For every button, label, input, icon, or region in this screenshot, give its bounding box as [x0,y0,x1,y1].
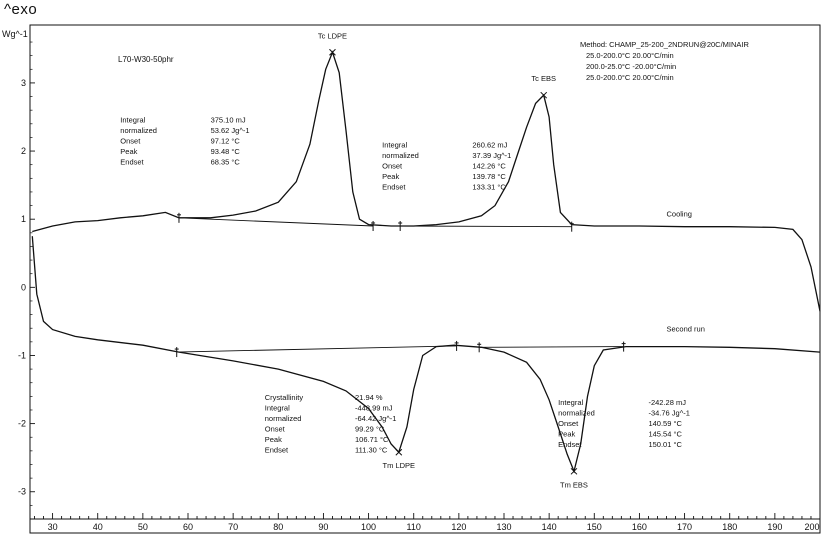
integration-baseline [178,217,374,227]
annotation-value: 97.12 °C [211,136,241,145]
annotation-key: normalized [558,409,595,418]
integration-baseline [176,345,457,353]
annotation-key: normalized [265,414,302,423]
annotation-value: -34.76 Jg^-1 [648,409,689,418]
x-tick-label: 60 [183,522,193,532]
y-tick-label: -1 [18,350,26,360]
x-tick-label: 160 [632,522,647,532]
y-tick-label: 0 [21,282,26,292]
y-tick-label: 3 [21,78,26,88]
y-tick-label: 1 [21,214,26,224]
annotation-value: -64.42 Jg^-1 [355,414,396,423]
annotations: Integral 375.10 mJ normalized 53.62 Jg^-1 On… [120,115,690,454]
annotation-key: Integral [265,403,290,412]
annotation-value: 106.71 °C [355,435,389,444]
annotation-key: Endset [265,445,289,454]
annotation-key: Peak [120,147,137,156]
x-tick-label: 140 [542,522,557,532]
x-tick-label: 70 [228,522,238,532]
annotation-value: 133.31 °C [472,183,506,192]
annotation-key: Onset [382,162,403,171]
y-tick-label: 2 [21,146,26,156]
annotation-key: Onset [265,424,286,433]
plot-frame [29,24,821,534]
annotation-value: 111.30 °C [355,445,388,454]
method-line-4: 25.0-200.0°C 20.00°C/min [586,73,674,82]
peak-label: Tm EBS [560,480,588,489]
annotation-value: 140.59 °C [648,419,682,428]
x-tick-label: 130 [496,522,511,532]
x-tick-label: 170 [677,522,692,532]
cooling-series-label: Cooling [667,209,692,218]
annotation-key: normalized [382,151,419,160]
annotation-value: 260.62 mJ [472,141,507,150]
annotation-key: Onset [558,419,579,428]
cooling-curve [32,50,821,312]
annotation-key: Peak [558,430,575,439]
x-tick-label: 30 [48,522,58,532]
peak-marker [329,48,336,56]
annotation-key: Crystallinity [265,393,304,402]
marks: Tc LDPE Tc EBS Tm LDPE Tm EBS [174,31,626,489]
x-tick-label: 150 [587,522,602,532]
annotation-value: -242.28 mJ [648,398,686,407]
annotation-key: Integral [558,398,583,407]
peak-label: Tm LDPE [383,461,416,470]
annotation-value: 37.39 Jg^-1 [472,151,511,160]
y-tick-label: -3 [18,487,26,497]
annotation-value: 150.01 °C [648,440,682,449]
integration-baselines [176,217,624,353]
annotation-key: Peak [382,172,399,181]
annotation-value: 139.78 °C [472,172,506,181]
annotation-value: 99.29 °C [355,424,385,433]
integration-baseline [400,225,572,228]
x-tick-label: 80 [273,522,283,532]
peak-marker [570,467,578,475]
peak-marker [395,448,403,456]
annotation-key: Endset [558,440,582,449]
annotation-key: normalized [120,126,157,135]
annotation-key: Integral [382,141,407,150]
annotation-value: 142.26 °C [472,162,506,171]
x-tick-label: 120 [451,522,466,532]
x-tick-label: 200 [804,522,819,532]
annotation-value: 21.94 % [355,393,383,402]
peak-label: Tc EBS [531,74,556,83]
x-tick-label: 180 [722,522,737,532]
method-line-3: 200.0-25.0°C -20.00°C/min [586,62,676,71]
curves: Cooling Second run [31,50,821,474]
peak-label: Tc LDPE [318,31,347,40]
x-tick-label: 190 [767,522,782,532]
method-line-1: Method: CHAMP_25-200_2NDRUN@20C/MINAIR [580,40,750,49]
annotation-value: 93.48 °C [211,147,241,156]
annotation-key: Onset [120,136,141,145]
annotation-value: -448.99 mJ [355,403,393,412]
x-tick-label: 50 [138,522,148,532]
method-line-2: 25.0-200.0°C 20.00°C/min [586,51,674,60]
axis-ticks: 30 40 50 60 70 80 90 100 110 120 130 140 150 160 170 18… [18,41,820,532]
annotation-key: Integral [120,115,145,124]
annotation-value: 145.54 °C [648,430,682,439]
second-run-curve [31,236,821,474]
annotation-key: Peak [265,435,282,444]
annotation-key: Endset [120,157,144,166]
x-tick-label: 90 [318,522,328,532]
annotation-value: 68.35 °C [211,157,241,166]
x-tick-label: 100 [361,522,376,532]
y-unit-label: Wg^-1 [2,29,28,39]
exo-direction-label: ^exo [4,1,38,18]
x-tick-label: 40 [93,522,103,532]
second-run-series-label: Second run [667,325,705,334]
peak-marker [540,91,548,99]
x-tick-label: 110 [407,522,421,532]
integration-baseline [479,346,624,348]
annotation-value: 53.62 Jg^-1 [211,126,250,135]
sample-name: L70-W30-50phr [118,55,174,64]
y-tick-label: -2 [18,419,26,429]
annotation-value: 375.10 mJ [211,115,246,124]
annotation-key: Endset [382,183,406,192]
